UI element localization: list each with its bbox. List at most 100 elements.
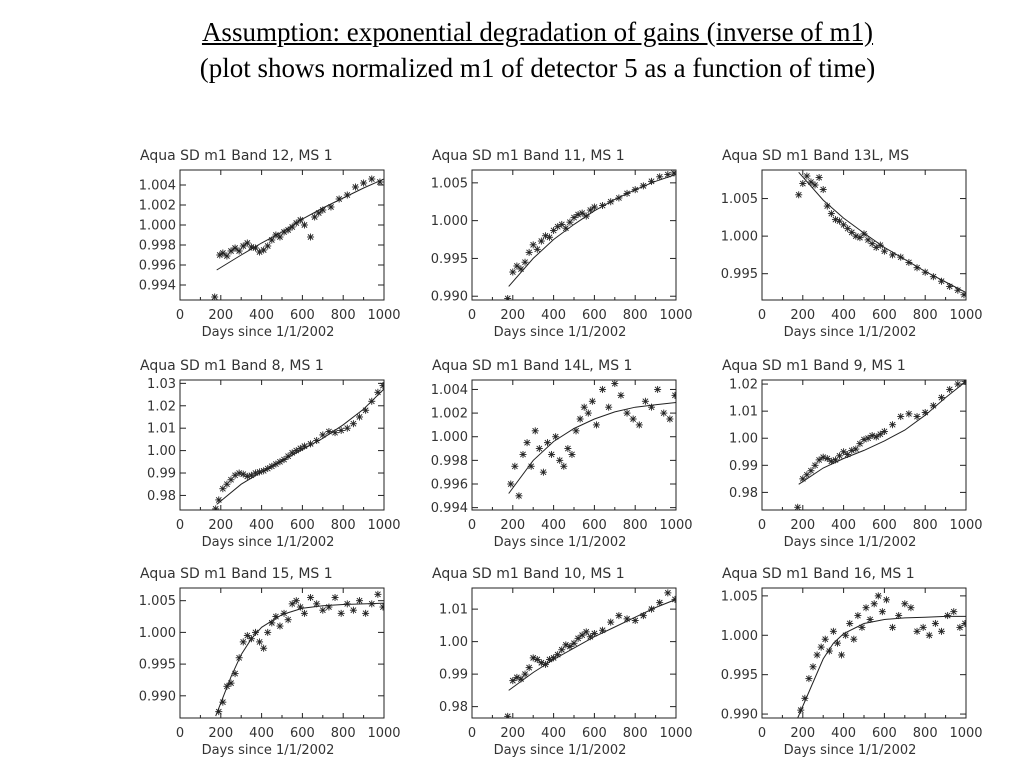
- y-tick-label: 1.03: [147, 377, 176, 392]
- y-tick-label: 0.998: [431, 454, 468, 469]
- y-tick-label: 0.994: [139, 279, 176, 294]
- data-point: [905, 410, 913, 418]
- data-point: [811, 181, 819, 189]
- x-tick-label: 600: [290, 518, 315, 533]
- x-tick-label: 800: [913, 518, 938, 533]
- y-tick-label: 1.01: [147, 422, 176, 437]
- data-point: [331, 429, 339, 437]
- data-point: [648, 403, 656, 411]
- y-tick-label: 1.000: [721, 629, 758, 644]
- data-point: [235, 654, 243, 662]
- data-point: [519, 450, 527, 458]
- chart-grid: Aqua SD m1 Band 12, MS 1 0 200 400 600 800 100…: [122, 140, 983, 760]
- data-point: [343, 191, 351, 199]
- data-point: [564, 445, 572, 453]
- data-point: [660, 409, 668, 417]
- data-point: [921, 268, 929, 276]
- data-point: [580, 403, 588, 411]
- data-point: [521, 258, 529, 266]
- x-tick-label: 400: [541, 726, 566, 741]
- x-tick-label: 200: [790, 726, 815, 741]
- data-point: [578, 631, 586, 639]
- data-point: [664, 171, 672, 179]
- data-point: [656, 599, 664, 607]
- data-point: [533, 656, 541, 663]
- data-point: [219, 485, 227, 493]
- data-point: [368, 175, 376, 183]
- y-tick-label: 0.996: [431, 478, 468, 493]
- data-point: [623, 189, 631, 197]
- data-point: [876, 430, 884, 438]
- data-point: [639, 182, 647, 190]
- data-point: [607, 618, 615, 626]
- x-tick-label: 600: [582, 308, 607, 323]
- data-point: [801, 694, 809, 702]
- chart-title: Aqua SD m1 Band 12, MS 1: [140, 148, 333, 164]
- data-point: [880, 247, 888, 255]
- data-point: [362, 406, 370, 414]
- slide-title: Assumption: exponential degradation of g…: [0, 14, 1024, 86]
- data-point: [588, 397, 596, 405]
- data-point: [379, 603, 384, 611]
- y-tick-label: 0.99: [147, 467, 176, 482]
- x-tick-label: 1000: [659, 726, 692, 741]
- x-tick-label: 800: [623, 518, 648, 533]
- data-point: [315, 209, 323, 217]
- x-tick-label: 200: [500, 726, 525, 741]
- data-point: [319, 606, 327, 614]
- chart-panel-8: Aqua SD m1 Band 10, MS 1 0 200 400 600 800 100…: [414, 558, 693, 764]
- data-point: [897, 253, 905, 261]
- data-point: [356, 597, 364, 605]
- data-point: [590, 203, 598, 211]
- data-point: [368, 397, 376, 405]
- data-point: [276, 233, 284, 241]
- data-point: [629, 415, 637, 423]
- data-point: [327, 203, 335, 211]
- plot-area: [504, 170, 676, 300]
- data-point: [582, 212, 590, 220]
- chart-svg: Aqua SD m1 Band 15, MS 1 0 200 400 600 800 100…: [139, 566, 401, 758]
- data-point: [560, 462, 568, 470]
- data-point: [905, 258, 913, 266]
- data-point: [811, 461, 819, 469]
- x-tick-label: 200: [790, 518, 815, 533]
- data-point: [227, 679, 235, 687]
- data-point: [944, 612, 952, 620]
- data-point: [566, 643, 574, 650]
- data-point: [605, 403, 613, 411]
- y-tick-label: 0.990: [431, 290, 468, 305]
- chart-title: Aqua SD m1 Band 8, MS 1: [140, 358, 324, 374]
- y-tick-label: 1.00: [729, 432, 758, 447]
- data-point: [921, 409, 929, 416]
- x-tick-label: 1000: [659, 308, 692, 323]
- x-tick-label: 1000: [949, 308, 982, 323]
- data-point: [823, 455, 831, 463]
- y-tick-label: 1.000: [721, 230, 758, 245]
- data-point: [552, 433, 560, 441]
- data-point: [300, 609, 308, 617]
- plot-area: [212, 382, 384, 510]
- plot-area: [507, 380, 676, 500]
- data-point: [590, 630, 598, 637]
- data-point: [938, 277, 946, 285]
- data-point: [631, 186, 639, 194]
- data-point: [641, 397, 649, 405]
- x-tick-label: 0: [758, 308, 766, 323]
- y-tick-label: 1.004: [139, 179, 176, 194]
- data-point: [525, 248, 533, 256]
- data-point: [848, 228, 856, 236]
- data-point: [507, 480, 515, 488]
- data-point: [635, 421, 643, 429]
- y-tick-label: 0.98: [439, 700, 468, 715]
- y-tick-label: 0.99: [729, 459, 758, 474]
- data-point: [256, 638, 264, 646]
- data-point: [337, 426, 345, 434]
- x-tick-label: 600: [872, 518, 897, 533]
- data-point: [925, 631, 933, 639]
- data-point: [639, 612, 647, 620]
- x-tick-label: 400: [831, 308, 856, 323]
- data-point: [523, 439, 531, 447]
- data-point: [805, 675, 813, 683]
- data-point: [272, 460, 280, 468]
- data-point: [525, 664, 533, 672]
